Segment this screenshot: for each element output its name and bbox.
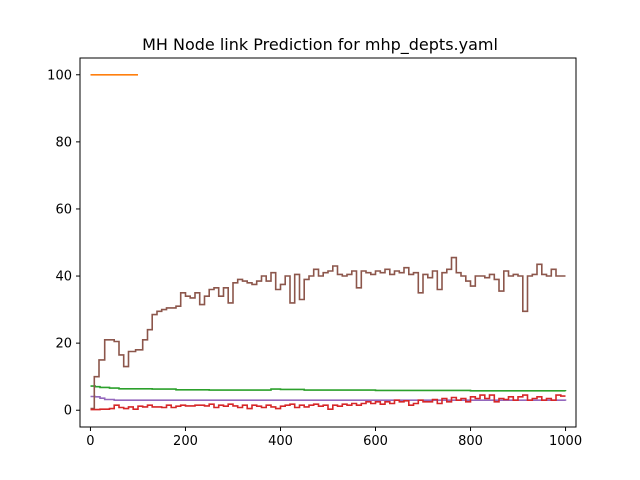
y-tick-label: 0	[64, 404, 72, 419]
y-tick-label: 100	[47, 68, 72, 83]
plot-frame	[79, 57, 577, 428]
series-line-1	[90, 385, 567, 392]
x-tick-label: 200	[173, 434, 198, 449]
x-tick-label: 1000	[549, 434, 582, 449]
y-axis: 0 20 40 60 80 100	[47, 68, 80, 419]
series-line-4	[90, 394, 566, 411]
x-tick-label: 400	[268, 434, 293, 449]
x-tick-label: 800	[458, 434, 483, 449]
y-tick-label: 60	[55, 202, 72, 217]
series-layer	[90, 74, 567, 411]
y-tick-label: 80	[55, 135, 72, 150]
y-tick-label: 40	[55, 270, 72, 285]
x-axis: 0 200 400 600 800 1000	[86, 427, 582, 449]
series-line-2	[90, 395, 567, 401]
x-tick-label: 0	[86, 434, 94, 449]
chart-title: MH Node link Prediction for mhp_depts.ya…	[142, 35, 498, 55]
y-tick-label: 20	[55, 337, 72, 352]
series-line-3	[90, 256, 566, 410]
x-tick-label: 600	[363, 434, 388, 449]
